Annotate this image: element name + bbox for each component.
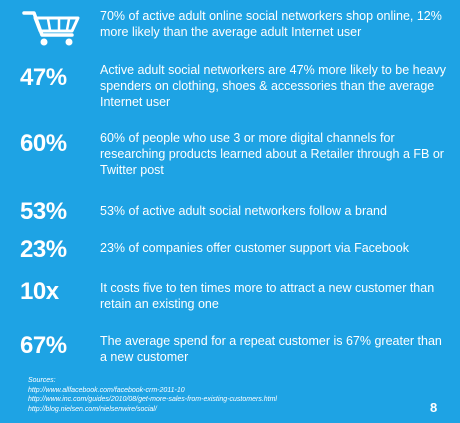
source-link[interactable]: http://blog.nielsen.com/nielsenwire/soci…	[28, 405, 157, 413]
sources-block: Sources: http://www.allfacebook.com/face…	[28, 376, 408, 414]
stat-description-line: 53% of active adult social networkers fo…	[100, 204, 387, 218]
stat-description-line: Internet user	[100, 95, 171, 109]
stat-description-line: more likely than the average adult Inter…	[100, 25, 362, 39]
stat-description: It costs five to ten times more to attra…	[100, 280, 445, 312]
source-link[interactable]: http://www.allfacebook.com/facebook-crm-…	[28, 386, 185, 394]
shopping-cart-icon	[22, 11, 80, 46]
stat-description-line: The average spend for a repeat customer …	[100, 334, 442, 348]
stat-description-line: 23% of companies offer customer support …	[100, 241, 409, 255]
stat-description-line: 60% of people who use 3 or more digital …	[100, 131, 395, 145]
stat-value: 10x	[20, 278, 59, 305]
stat-description-line: spenders on clothing, shoes & accessorie…	[100, 79, 435, 93]
stat-description-line: a new customer	[100, 350, 189, 364]
stat-value: 53%	[20, 198, 67, 225]
stat-value: 47%	[20, 64, 67, 91]
stat-description-line: Twitter post	[100, 163, 164, 177]
sources-heading: Sources:	[28, 377, 56, 384]
stat-description-line: retain an existing one	[100, 297, 219, 311]
page-number: 8	[430, 400, 438, 415]
stat-description-line: Active adult social networkers are 47% m…	[100, 63, 446, 77]
stat-value: 23%	[20, 236, 67, 263]
stat-description: The average spend for a repeat customer …	[100, 333, 445, 365]
stat-description: Active adult social networkers are 47% m…	[100, 62, 446, 110]
stat-description: 70% of active adult online social networ…	[100, 8, 445, 40]
stat-description-line: researching products learned about a Ret…	[100, 147, 444, 161]
source-link[interactable]: http://www.inc.com/guides/2010/08/get-mo…	[28, 396, 277, 403]
stat-description: 60% of people who use 3 or more digital …	[100, 130, 445, 178]
stat-description: 23% of companies offer customer support …	[100, 240, 445, 256]
stat-description-line: 70% of active adult online social networ…	[100, 9, 442, 23]
stat-description-line: It costs five to ten times more to attra…	[100, 281, 435, 295]
stat-value: 67%	[20, 332, 67, 359]
stat-description: 53% of active adult social networkers fo…	[100, 203, 445, 219]
stat-value: 60%	[20, 130, 67, 157]
